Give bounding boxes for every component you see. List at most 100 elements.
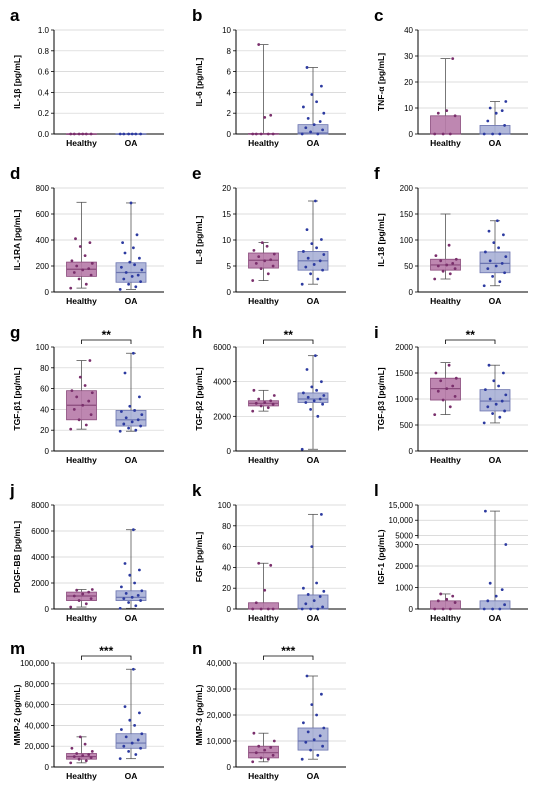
data-point — [257, 561, 261, 565]
data-point — [320, 380, 323, 384]
data-point — [320, 692, 323, 696]
data-point — [484, 250, 487, 254]
data-point — [300, 447, 304, 451]
y-tick-label: 5 — [227, 262, 232, 271]
data-point — [306, 593, 310, 596]
data-point — [263, 401, 267, 404]
data-point — [451, 262, 455, 265]
data-point — [272, 252, 276, 256]
data-point — [504, 543, 508, 546]
data-point — [251, 409, 255, 413]
y-tick-label: 200 — [36, 262, 50, 271]
data-point — [500, 399, 504, 403]
y-tick-label: 0 — [227, 605, 232, 614]
data-point — [139, 746, 143, 750]
x-category-label: Healthy — [248, 771, 279, 781]
panel-e: e 0 5 10 15 20 IL-8 [pg/mL] Healthy OA — [192, 164, 346, 306]
panel-h: h 0 2000 4000 6000 TGF-β2 [pg/mL] Healthy OA ** — [192, 323, 346, 465]
data-point — [271, 264, 275, 268]
y-tick-label: 40 — [40, 405, 49, 414]
data-point — [504, 393, 508, 397]
data-point — [494, 111, 498, 115]
data-point — [482, 421, 486, 425]
data-point — [453, 114, 457, 118]
y-axis-label: TGF-β1 [pg/mL] — [12, 367, 22, 430]
y-tick-label: 0.4 — [38, 88, 50, 97]
x-category-label: OA — [489, 138, 502, 148]
data-point — [439, 592, 443, 596]
data-point — [484, 509, 487, 513]
data-point — [302, 721, 305, 725]
data-point — [498, 280, 502, 283]
data-point — [321, 402, 324, 406]
data-point — [492, 241, 496, 245]
data-point — [122, 744, 126, 748]
data-point — [252, 388, 256, 392]
data-point — [318, 259, 322, 263]
y-tick-label: 5000 — [395, 531, 413, 540]
data-point — [322, 589, 326, 593]
data-point — [130, 420, 134, 424]
box-oa — [115, 590, 147, 601]
data-point — [128, 404, 132, 408]
data-point — [445, 109, 449, 112]
data-point — [309, 130, 312, 134]
data-point — [81, 592, 85, 596]
data-point — [130, 132, 134, 136]
y-tick-label: 20 — [222, 184, 231, 193]
data-point — [305, 674, 309, 678]
data-point — [498, 415, 502, 419]
data-point — [488, 581, 492, 585]
data-point — [482, 284, 486, 288]
y-tick-label: 15 — [222, 210, 231, 219]
y-tick-label: 100 — [218, 501, 232, 510]
data-point — [448, 272, 452, 276]
box-oa — [297, 392, 329, 403]
y-tick-label: 6 — [227, 68, 232, 77]
data-point — [503, 603, 506, 607]
x-category-label: Healthy — [66, 296, 97, 306]
panel-g: g 0 20 40 60 80 100 TGF-β1 [pg/mL] Healthy OA ** — [10, 323, 164, 465]
data-point — [451, 594, 455, 598]
data-point — [124, 416, 128, 420]
data-point — [269, 399, 273, 403]
data-point — [500, 109, 504, 112]
data-point — [315, 246, 318, 250]
data-point — [83, 384, 87, 387]
panel-m: m 0 20,000 40,000 60,000 80,000 100,000 MMP-2 (… — [10, 639, 164, 781]
data-point — [315, 581, 318, 585]
x-category-label: OA — [125, 296, 138, 306]
data-point — [304, 602, 308, 606]
data-point — [77, 599, 81, 602]
x-category-label: Healthy — [248, 613, 279, 623]
panel-b: b 0 2 4 6 8 10 IL-6 [pg/mL] Healthy OA — [192, 6, 346, 148]
data-point — [87, 753, 91, 756]
x-category-label: Healthy — [248, 138, 279, 148]
data-point — [74, 237, 77, 241]
data-point — [72, 271, 76, 274]
data-point — [266, 757, 270, 761]
y-tick-label: 50 — [404, 262, 413, 271]
y-axis-label: IL-18 [pg/mL] — [376, 213, 386, 267]
data-point — [265, 244, 269, 248]
data-point — [260, 241, 264, 245]
data-point — [487, 363, 491, 367]
data-point — [492, 379, 496, 383]
data-point — [453, 601, 457, 604]
data-point — [441, 269, 445, 273]
data-point — [263, 115, 267, 119]
data-point — [315, 100, 318, 104]
data-point — [320, 238, 323, 241]
box-oa — [115, 733, 147, 749]
data-point — [251, 760, 255, 764]
y-tick-label: 2000 — [395, 343, 413, 352]
data-point — [305, 368, 309, 371]
data-point — [312, 263, 316, 266]
data-point — [130, 275, 134, 278]
y-tick-label: 0 — [45, 605, 50, 614]
data-point — [69, 132, 73, 136]
data-point — [81, 268, 85, 272]
data-point — [441, 607, 445, 611]
data-point — [138, 568, 141, 572]
data-point — [322, 726, 326, 730]
